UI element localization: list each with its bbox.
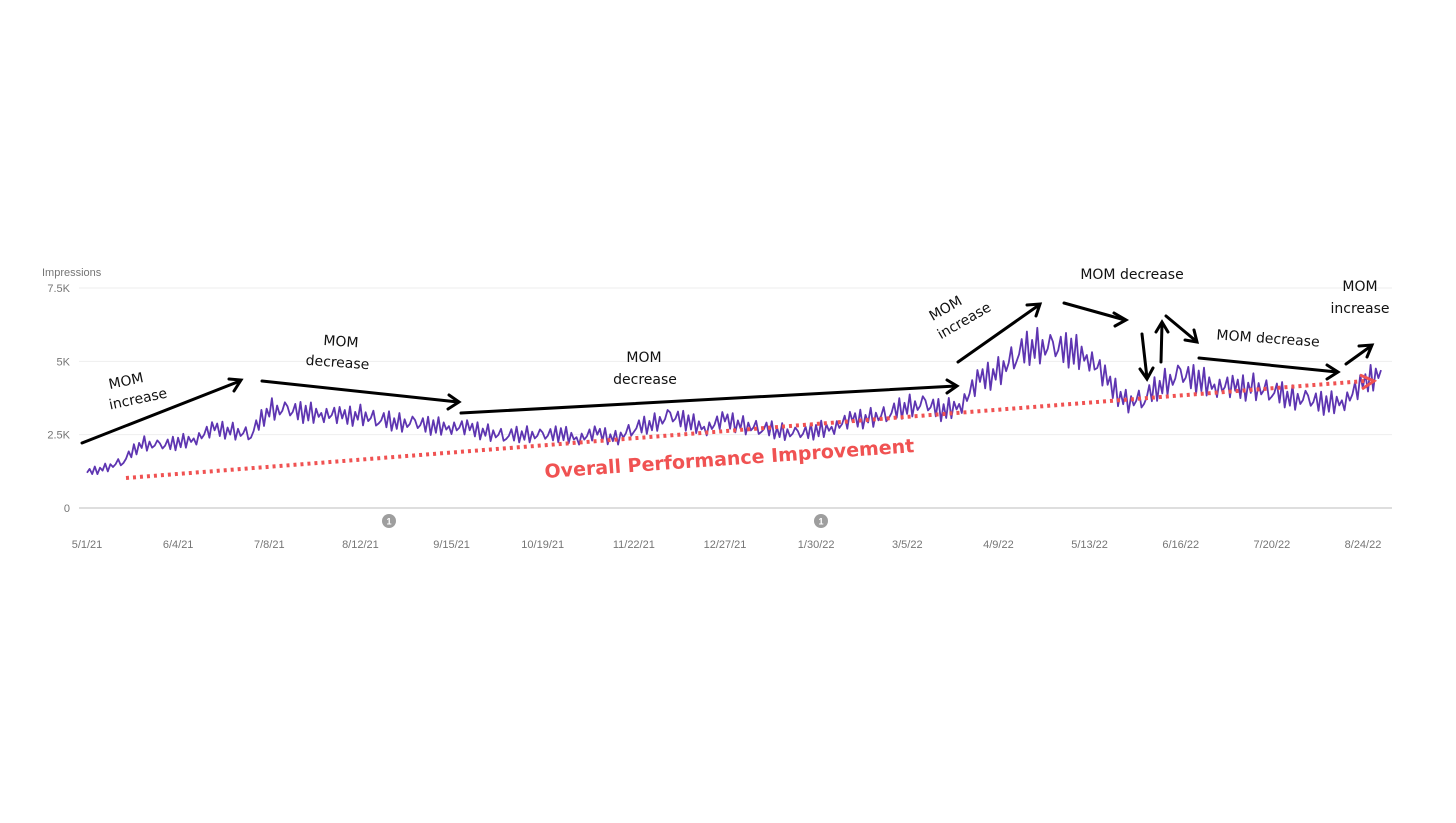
- y-tick-label: 5K: [57, 356, 71, 368]
- arrow-10: [1344, 344, 1373, 366]
- x-tick-label: 12/27/21: [704, 539, 747, 551]
- annotation-3-line2: decrease: [613, 372, 677, 388]
- x-tick-label: 10/19/21: [521, 539, 564, 551]
- y-axis-title: Impressions: [42, 267, 102, 279]
- impressions-series-line: [86, 326, 1382, 476]
- x-tick-label: 5/13/22: [1071, 539, 1108, 551]
- event-marker-label: 1: [818, 517, 823, 527]
- y-tick-label: 2.5K: [47, 430, 70, 442]
- annotation-1-line1: MOM: [107, 370, 145, 393]
- x-tick-label: 7/8/21: [254, 539, 285, 551]
- overall-trend-arrowhead: [1359, 373, 1378, 391]
- annotation-3-line1: MOM: [626, 350, 661, 366]
- arrow-3-head: [945, 378, 960, 395]
- chart-card: [38, 262, 1420, 572]
- y-tick-label: 0: [64, 503, 70, 515]
- arrow-7-head: [1154, 319, 1170, 334]
- x-tick-label: 9/15/21: [433, 539, 470, 551]
- x-tick-label: 5/1/21: [72, 539, 103, 551]
- event-marker-label: 1: [386, 517, 391, 527]
- arrow-6-head: [1138, 366, 1155, 382]
- arrow-9: [1197, 356, 1339, 374]
- grid-lines: [79, 287, 1392, 509]
- x-tick-label: 6/16/22: [1162, 539, 1199, 551]
- arrow-4: [956, 303, 1041, 364]
- annotation-arrows: [80, 301, 1375, 445]
- x-tick-label: 8/12/21: [342, 539, 379, 551]
- event-marker-1[interactable]: 1: [382, 514, 396, 528]
- annotation-2-line2: decrease: [305, 353, 370, 373]
- x-tick-labels: 5/1/21 6/4/21 7/8/21 8/12/21 9/15/21 10/19/21…: [72, 539, 1382, 551]
- x-tick-label: 8/24/22: [1345, 539, 1382, 551]
- x-tick-label: 1/30/22: [798, 539, 835, 551]
- arrow-1: [80, 379, 242, 445]
- annotation-3: MOM decrease: [613, 350, 677, 388]
- arrow-7: [1159, 322, 1164, 364]
- x-tick-label: 3/5/22: [892, 539, 923, 551]
- x-tick-label: 4/9/22: [983, 539, 1014, 551]
- arrow-10-head: [1357, 343, 1375, 359]
- annotation-2-line1: MOM: [323, 333, 359, 351]
- annotation-6: MOM decrease: [1216, 327, 1320, 350]
- x-tick-label: 6/4/21: [163, 539, 194, 551]
- x-tick-label: 11/22/21: [613, 539, 655, 551]
- event-marker-2[interactable]: 1: [814, 514, 828, 528]
- arrow-2: [260, 379, 460, 404]
- annotation-7-line2: increase: [1330, 301, 1389, 317]
- arrow-3: [459, 384, 958, 415]
- arrow-5-head: [1112, 311, 1130, 328]
- arrow-8: [1164, 314, 1198, 343]
- arrow-9-head: [1325, 363, 1341, 381]
- arrow-1-head: [227, 377, 244, 393]
- y-tick-label: 7.5K: [47, 283, 70, 295]
- arrow-2-head: [446, 393, 462, 411]
- annotation-5: MOM decrease: [1080, 267, 1183, 283]
- arrow-5: [1062, 301, 1127, 322]
- arrow-8-head: [1183, 328, 1200, 344]
- y-tick-labels: 0 2.5K 5K 7.5K: [47, 283, 70, 515]
- annotation-2: MOM decrease: [305, 333, 370, 373]
- arrow-6: [1140, 332, 1149, 380]
- x-tick-label: 7/20/22: [1254, 539, 1291, 551]
- arrow-4-head: [1025, 302, 1043, 318]
- annotation-7: MOM increase: [1330, 279, 1389, 317]
- annotation-7-line1: MOM: [1342, 279, 1377, 295]
